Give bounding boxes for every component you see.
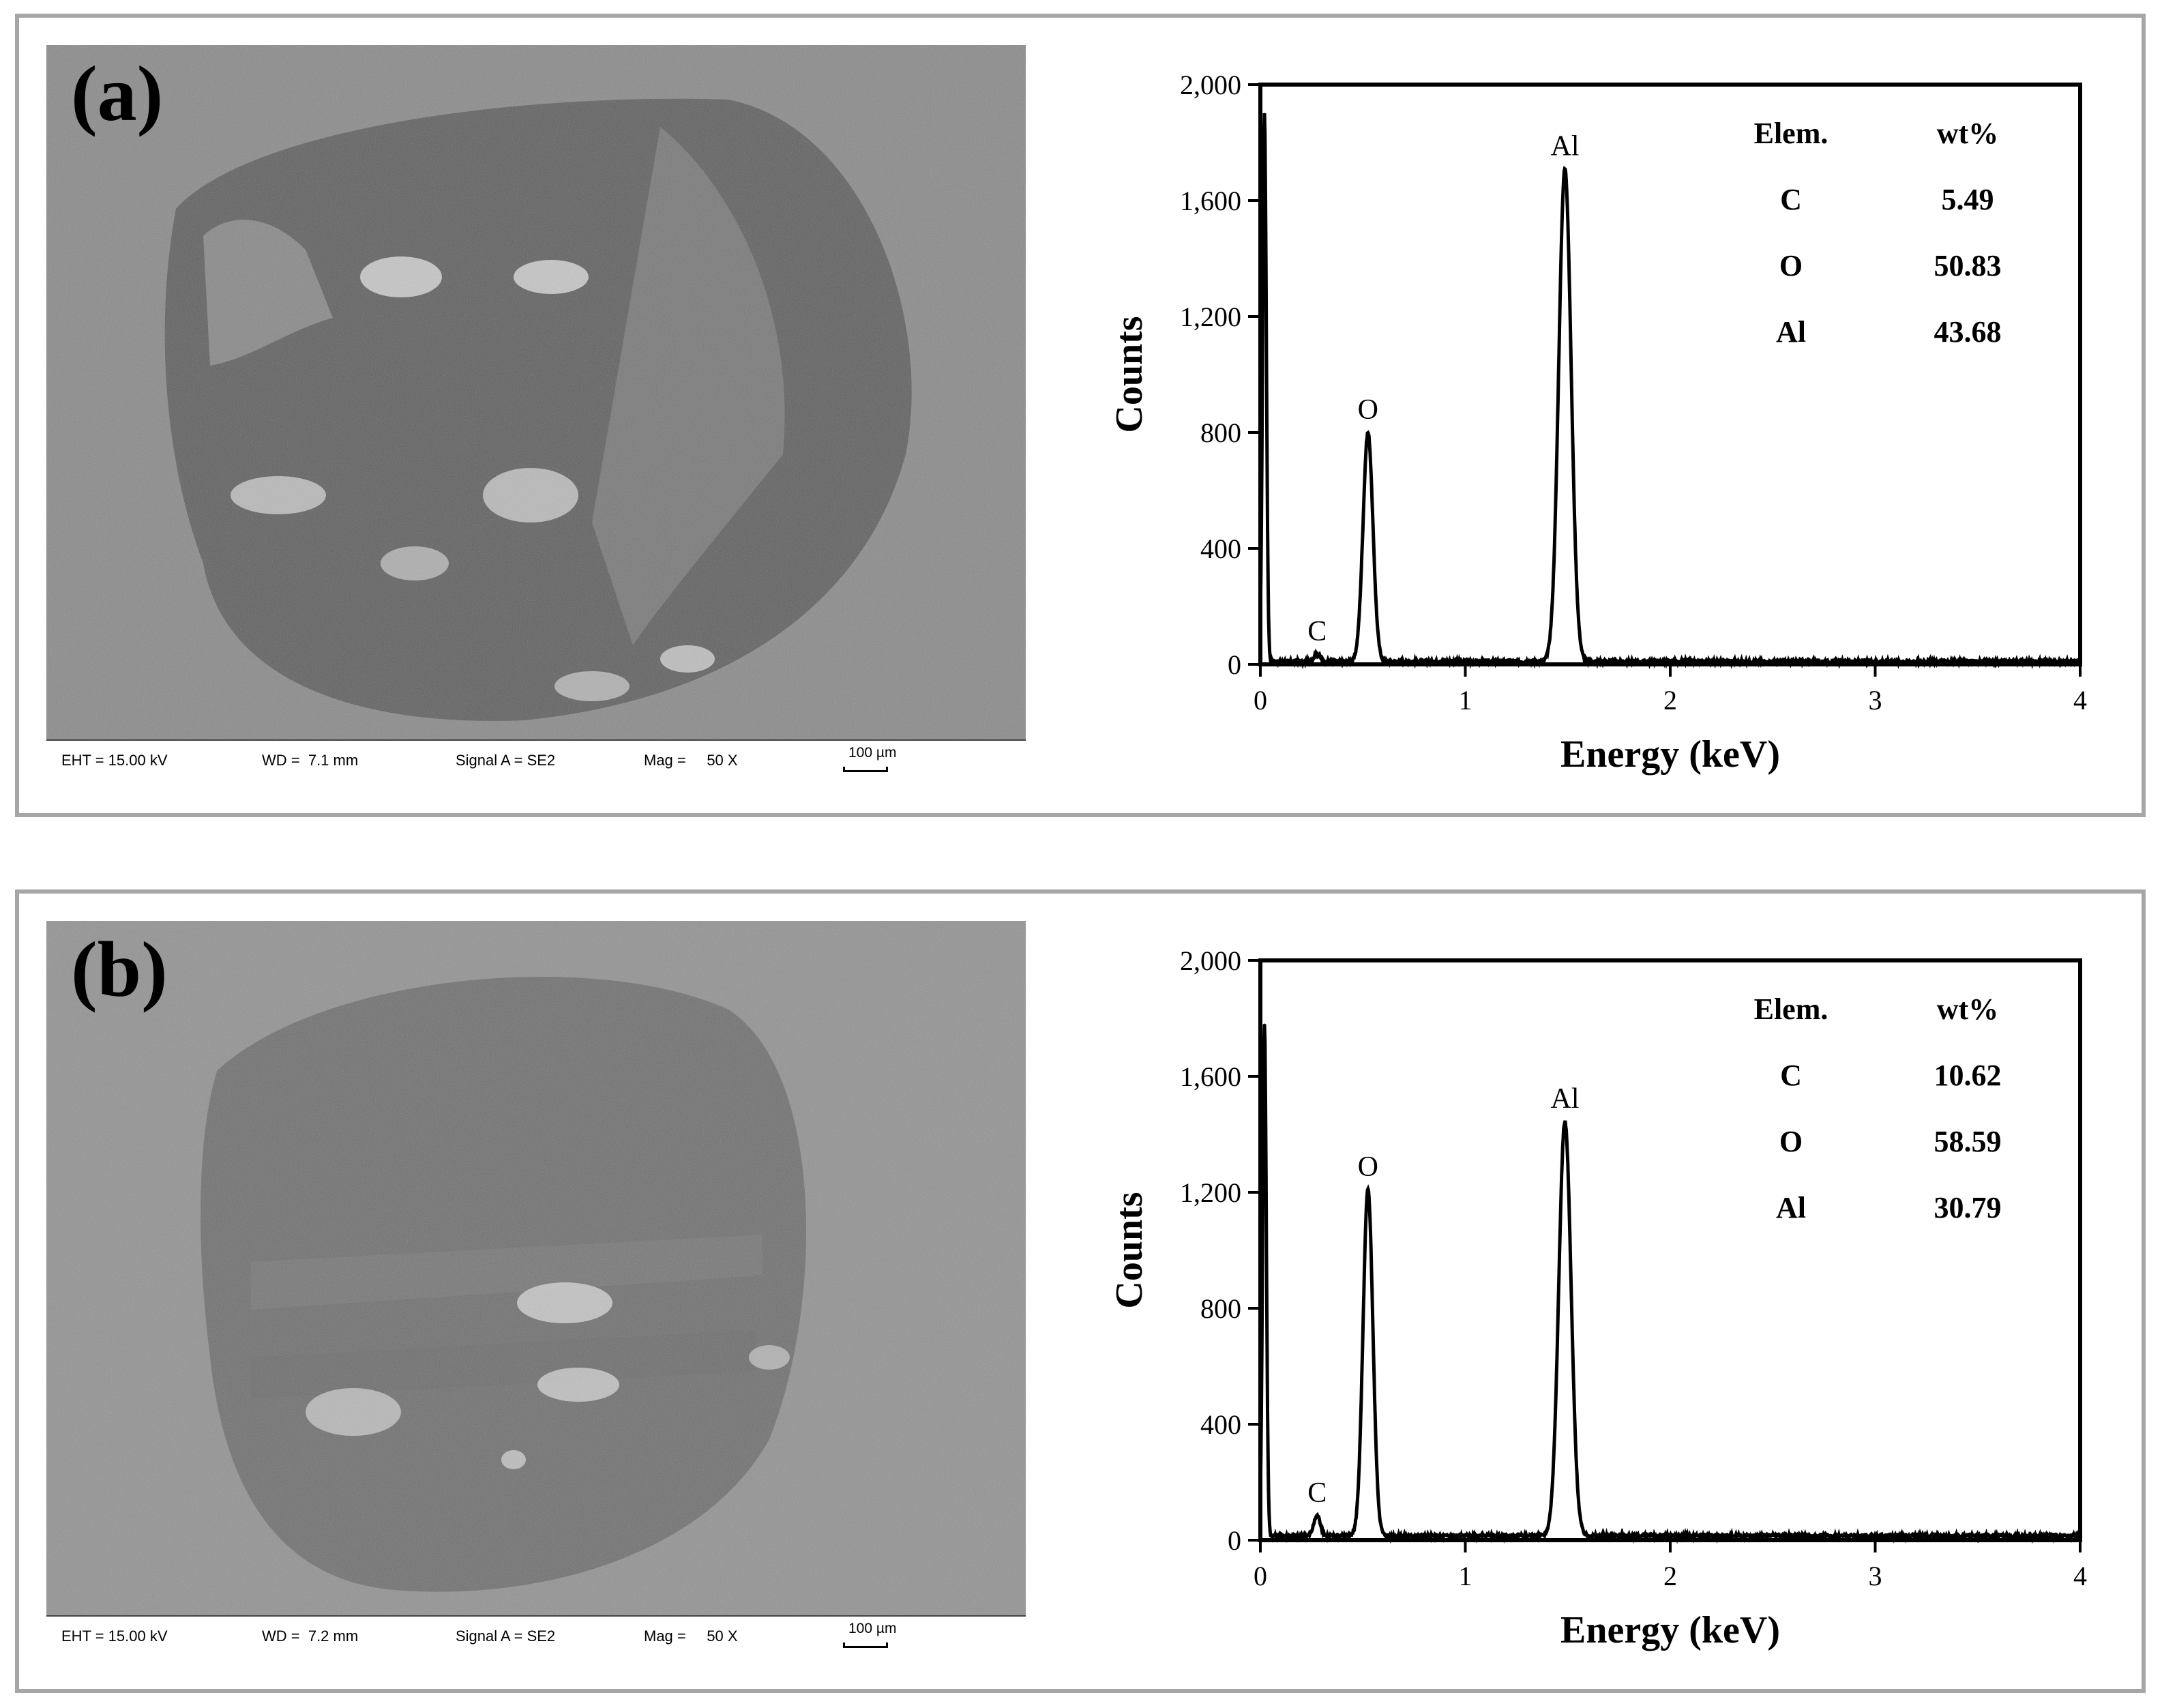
y-tick-label: 1,600 [1180,186,1241,216]
panel-label: (a) [71,50,164,138]
scale-bar [843,1643,888,1648]
x-tick-label: 0 [1254,685,1267,716]
x-tick-label: 1 [1459,685,1472,716]
x-tick-label: 1 [1459,1561,1472,1591]
sem-image: (b) EHT = 15.00 kV WD = 7.2 mm Signal A … [46,921,1026,1659]
table-header: Elem. [1754,992,1828,1026]
peak-label: Al [1551,1083,1580,1115]
table-element: O [1779,249,1803,282]
wd-value: WD = 7.1 mm [262,752,359,769]
x-tick-label: 2 [1663,1561,1677,1591]
peak-label: Al [1551,130,1580,162]
peak-point [1316,653,1318,656]
x-tick-label: 3 [1869,685,1882,716]
scale-label: 100 µm [848,1621,897,1636]
y-tick-label: 1,200 [1180,1177,1241,1208]
panel-label: (b) [71,926,168,1014]
x-tick-label: 3 [1869,1561,1882,1591]
x-tick-label: 4 [2073,1561,2087,1591]
y-tick-label: 800 [1200,1293,1241,1324]
peak-point [1564,1120,1566,1122]
eht-value: EHT = 15.00 kV [61,752,168,769]
peak-point [1564,168,1566,170]
table-value: 5.49 [1942,183,1994,216]
table-value: 43.68 [1934,315,2002,349]
mag-value: Mag = 50 X [644,1628,738,1645]
y-tick-label: 2,000 [1180,70,1241,100]
table-value: 10.62 [1934,1059,2002,1092]
y-tick-label: 1,200 [1180,301,1241,332]
peak-point [1367,432,1369,433]
y-axis-label: Counts [1108,1192,1151,1308]
x-axis-label: Energy (keV) [1560,1609,1780,1651]
y-tick-label: 0 [1228,1525,1241,1556]
sem-micrograph [46,921,1026,1617]
table-header: Elem. [1754,117,1828,150]
eds-chart-a: 0 400 800 1,200 1,600 2,000 0 1 2 3 4 Energy (keV) C… [1108,70,2087,776]
y-axis-label: Counts [1108,316,1151,432]
peak-point [1316,1514,1318,1516]
y-tick-label: 2,000 [1180,945,1241,976]
y-tick-label: 0 [1228,649,1241,680]
eht-value: EHT = 15.00 kV [61,1628,168,1645]
table-element: C [1780,1059,1802,1092]
peak-label: C [1307,616,1327,647]
table-header: wt% [1937,117,1998,150]
y-tick-label: 800 [1200,417,1241,448]
peak-label: O [1358,394,1378,426]
peak-label: C [1307,1477,1327,1509]
peak-label: O [1358,1151,1378,1183]
table-element: C [1780,183,1802,216]
spectrum-line [1258,1024,2082,1544]
y-tick-label: 400 [1200,1409,1241,1440]
panel-b: (b) EHT = 15.00 kV WD = 7.2 mm Signal A … [15,889,2146,1693]
x-tick-label: 0 [1254,1561,1267,1591]
x-tick-label: 4 [2073,685,2087,716]
signal-value: Signal A = SE2 [456,752,556,769]
panel-a: (a) EHT = 15.00 kV WD = 7.1 mm Signal A … [15,14,2146,817]
scale-bar [843,767,888,772]
sem-info-bar: EHT = 15.00 kV WD = 7.2 mm Signal A = SE… [46,1615,1026,1659]
sem-micrograph [46,45,1026,741]
x-axis-label: Energy (keV) [1560,733,1780,776]
wd-value: WD = 7.2 mm [262,1628,359,1645]
y-tick-label: 400 [1200,533,1241,564]
mag-value: Mag = 50 X [644,752,738,769]
table-element: O [1779,1125,1803,1158]
table-value: 50.83 [1934,249,2002,282]
y-tick-label: 1,600 [1180,1061,1241,1092]
peak-point [1264,113,1266,115]
table-element: Al [1776,1191,1806,1224]
plot-frame [1258,83,2082,666]
eds-chart-b: 0 400 800 1,200 1,600 2,000 0 1 2 3 4 Energy (keV) C… [1108,945,2087,1651]
table-value: 30.79 [1934,1191,2002,1224]
spectrum-line [1258,113,2082,670]
sem-info-bar: EHT = 15.00 kV WD = 7.1 mm Signal A = SE… [46,739,1026,783]
sem-image: (a) EHT = 15.00 kV WD = 7.1 mm Signal A … [46,45,1026,783]
peak-point [1367,1188,1369,1190]
table-value: 58.59 [1934,1125,2002,1158]
table-header: wt% [1937,992,1998,1026]
peak-point [1264,1023,1266,1025]
scale-label: 100 µm [848,745,897,761]
x-tick-label: 2 [1663,685,1677,716]
table-element: Al [1776,315,1806,349]
signal-value: Signal A = SE2 [456,1628,556,1645]
plot-frame [1258,958,2082,1542]
